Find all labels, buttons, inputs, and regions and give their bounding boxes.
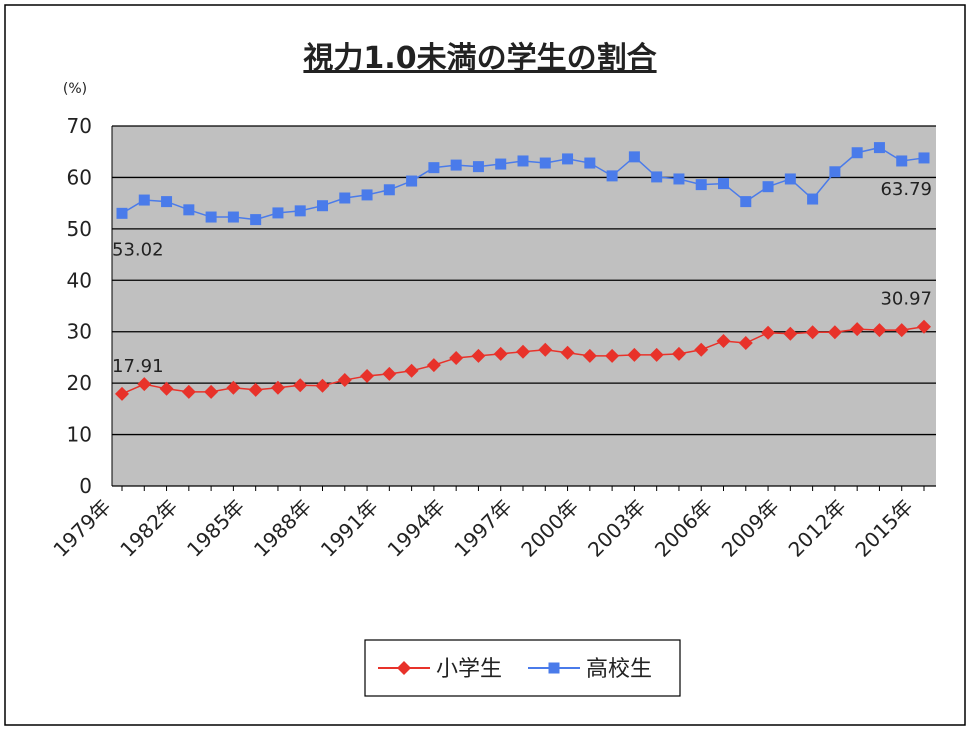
data-point <box>181 384 196 399</box>
data-point <box>740 196 752 208</box>
data-point <box>673 173 685 185</box>
data-point <box>761 325 776 340</box>
data-point <box>762 181 774 193</box>
data-point <box>738 336 753 351</box>
data-point <box>293 378 308 393</box>
data-point <box>137 377 152 392</box>
data-point <box>360 368 375 383</box>
data-point <box>450 159 462 171</box>
data-point <box>716 333 731 348</box>
y-tick-label: 0 <box>79 474 92 498</box>
data-point <box>851 147 863 159</box>
data-point <box>272 207 284 219</box>
data-point <box>227 211 239 223</box>
data-point <box>248 382 263 397</box>
data-label: 30.97 <box>880 289 932 310</box>
data-point <box>627 347 642 362</box>
data-point <box>718 178 729 190</box>
data-point <box>516 344 530 359</box>
data-point <box>250 214 262 226</box>
data-point <box>827 325 842 340</box>
data-point <box>161 196 173 208</box>
legend-label: 高校生 <box>586 657 652 682</box>
data-point <box>183 204 195 216</box>
data-point <box>651 171 663 183</box>
data-point <box>829 166 841 178</box>
data-point <box>115 386 129 401</box>
data-point <box>337 373 352 388</box>
data-point <box>493 346 508 361</box>
data-point <box>495 158 507 170</box>
data-point <box>428 162 440 174</box>
data-point <box>560 345 575 360</box>
data-point <box>116 207 128 219</box>
data-point <box>204 384 219 399</box>
data-point <box>805 325 820 340</box>
data-label: 63.79 <box>880 179 932 200</box>
data-point <box>406 175 418 187</box>
y-tick-label: 10 <box>67 423 92 447</box>
data-point <box>315 378 330 393</box>
data-point <box>649 347 664 362</box>
data-point <box>317 200 328 212</box>
legend-marker <box>397 661 411 675</box>
data-point <box>605 348 620 363</box>
legend-label: 小学生 <box>436 657 502 682</box>
y-tick-label: 30 <box>67 320 92 344</box>
y-tick-label: 20 <box>67 371 92 395</box>
data-point <box>138 194 150 206</box>
data-point <box>539 157 551 169</box>
data-point <box>361 189 373 201</box>
y-unit: (%) <box>63 81 87 97</box>
data-point <box>582 348 597 363</box>
data-point <box>383 184 395 196</box>
data-point <box>783 326 798 341</box>
data-point <box>695 179 707 191</box>
y-tick-label: 40 <box>67 268 92 292</box>
data-point <box>917 319 931 334</box>
data-point <box>584 157 596 169</box>
y-tick-label: 70 <box>67 114 92 138</box>
data-point <box>694 342 709 357</box>
data-point <box>896 155 908 167</box>
data-point <box>606 170 618 182</box>
data-point <box>873 142 885 154</box>
data-label: 53.02 <box>112 239 164 260</box>
data-point <box>426 358 441 373</box>
data-point <box>449 350 464 365</box>
data-point <box>517 155 529 167</box>
data-point <box>894 323 909 338</box>
data-point <box>339 192 351 204</box>
data-point <box>538 342 553 357</box>
legend-marker <box>548 662 560 674</box>
data-point <box>205 211 217 223</box>
chart-title: 視力1.0未満の学生の割合 <box>303 41 656 76</box>
plot-area <box>112 126 936 486</box>
data-point <box>850 322 865 337</box>
data-point <box>628 151 640 163</box>
data-point <box>382 366 397 381</box>
data-point <box>671 346 686 361</box>
data-point <box>784 173 796 185</box>
data-point <box>226 380 241 395</box>
data-point <box>562 153 574 165</box>
data-point <box>294 205 306 217</box>
data-point <box>872 323 887 338</box>
y-tick-label: 50 <box>67 217 92 241</box>
data-label: 17.91 <box>112 356 164 377</box>
data-point <box>270 380 285 395</box>
data-point <box>159 381 174 396</box>
data-point <box>918 152 930 164</box>
data-point <box>807 193 819 205</box>
data-point <box>404 363 419 378</box>
y-tick-label: 60 <box>67 165 92 189</box>
data-point <box>471 348 486 363</box>
data-point <box>472 161 484 173</box>
